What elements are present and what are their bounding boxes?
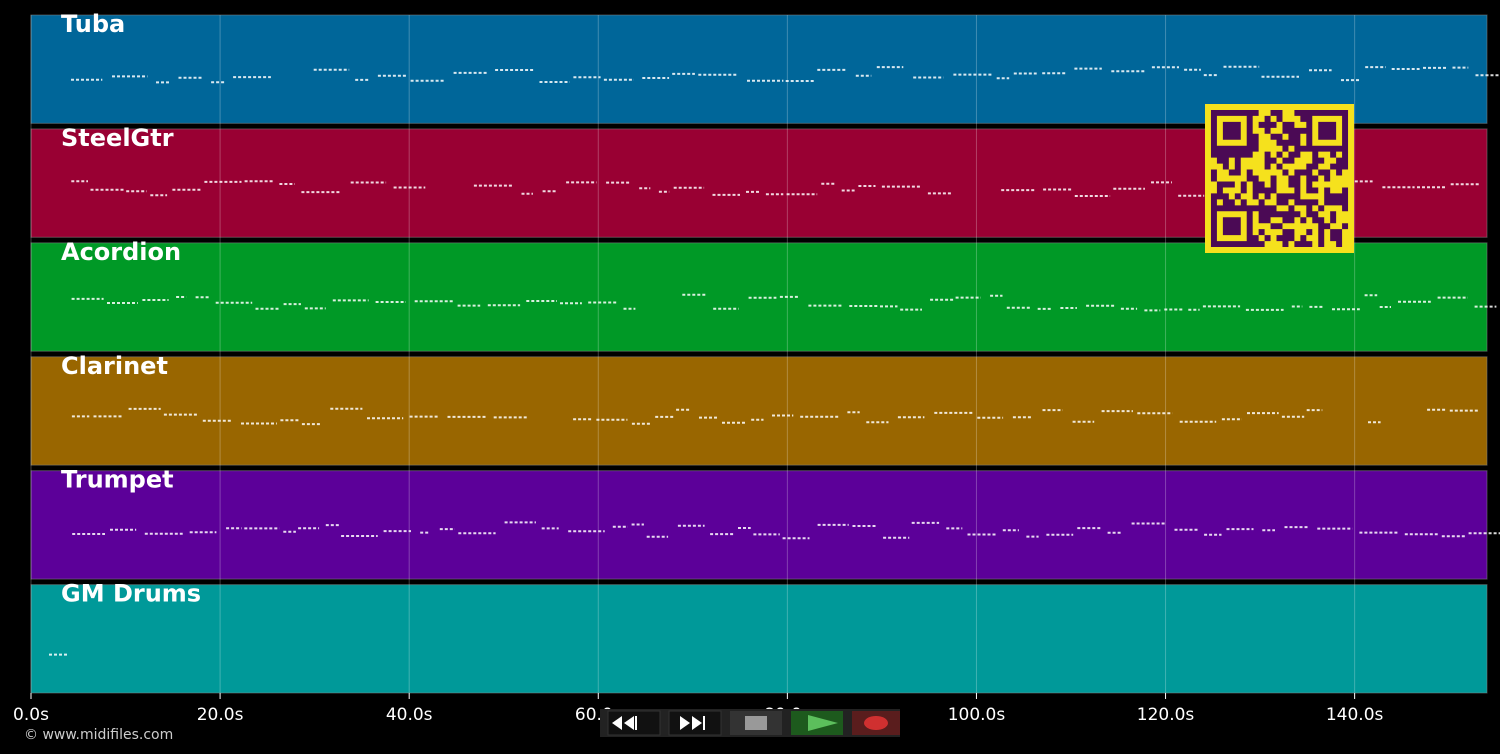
track-name: Trumpet: [61, 466, 174, 494]
note-pattern: [71, 180, 1481, 197]
qr-modules: [1210, 109, 1349, 248]
note-pattern: [71, 65, 1500, 84]
labels: Tuba SteelGtr Acordion Clarinet Trumpet GM Dr…: [13, 10, 1383, 725]
tick-label: 100.0s: [948, 705, 1006, 725]
notes: [49, 65, 1500, 656]
tick-label: 140.0s: [1326, 705, 1384, 725]
track-lane: [30, 470, 1488, 580]
stop-button[interactable]: [730, 711, 782, 735]
forward-button[interactable]: [668, 710, 722, 736]
track-lane: [30, 356, 1488, 466]
transport-controls: [600, 709, 900, 737]
tick-label: 0.0s: [13, 705, 49, 725]
track-name: GM Drums: [61, 580, 201, 608]
note-pattern: [71, 407, 1479, 426]
qr-code: [1205, 104, 1354, 253]
tick-label: 40.0s: [386, 705, 433, 725]
track-name: Tuba: [61, 10, 125, 38]
track-name: Clarinet: [61, 352, 168, 380]
tick-label: 20.0s: [197, 705, 244, 725]
play-button[interactable]: [791, 711, 843, 735]
footer: © www.midifiles.com: [24, 727, 173, 743]
track-name: Acordion: [61, 238, 181, 266]
rewind-button[interactable]: [607, 710, 661, 736]
track-name: SteelGtr: [61, 124, 174, 152]
track-lane: [30, 584, 1488, 694]
note-pattern: [72, 521, 1500, 540]
record-button[interactable]: [852, 711, 900, 735]
note-pattern: [71, 293, 1497, 312]
tick-label: 120.0s: [1137, 705, 1195, 725]
grid: [30, 15, 1356, 699]
